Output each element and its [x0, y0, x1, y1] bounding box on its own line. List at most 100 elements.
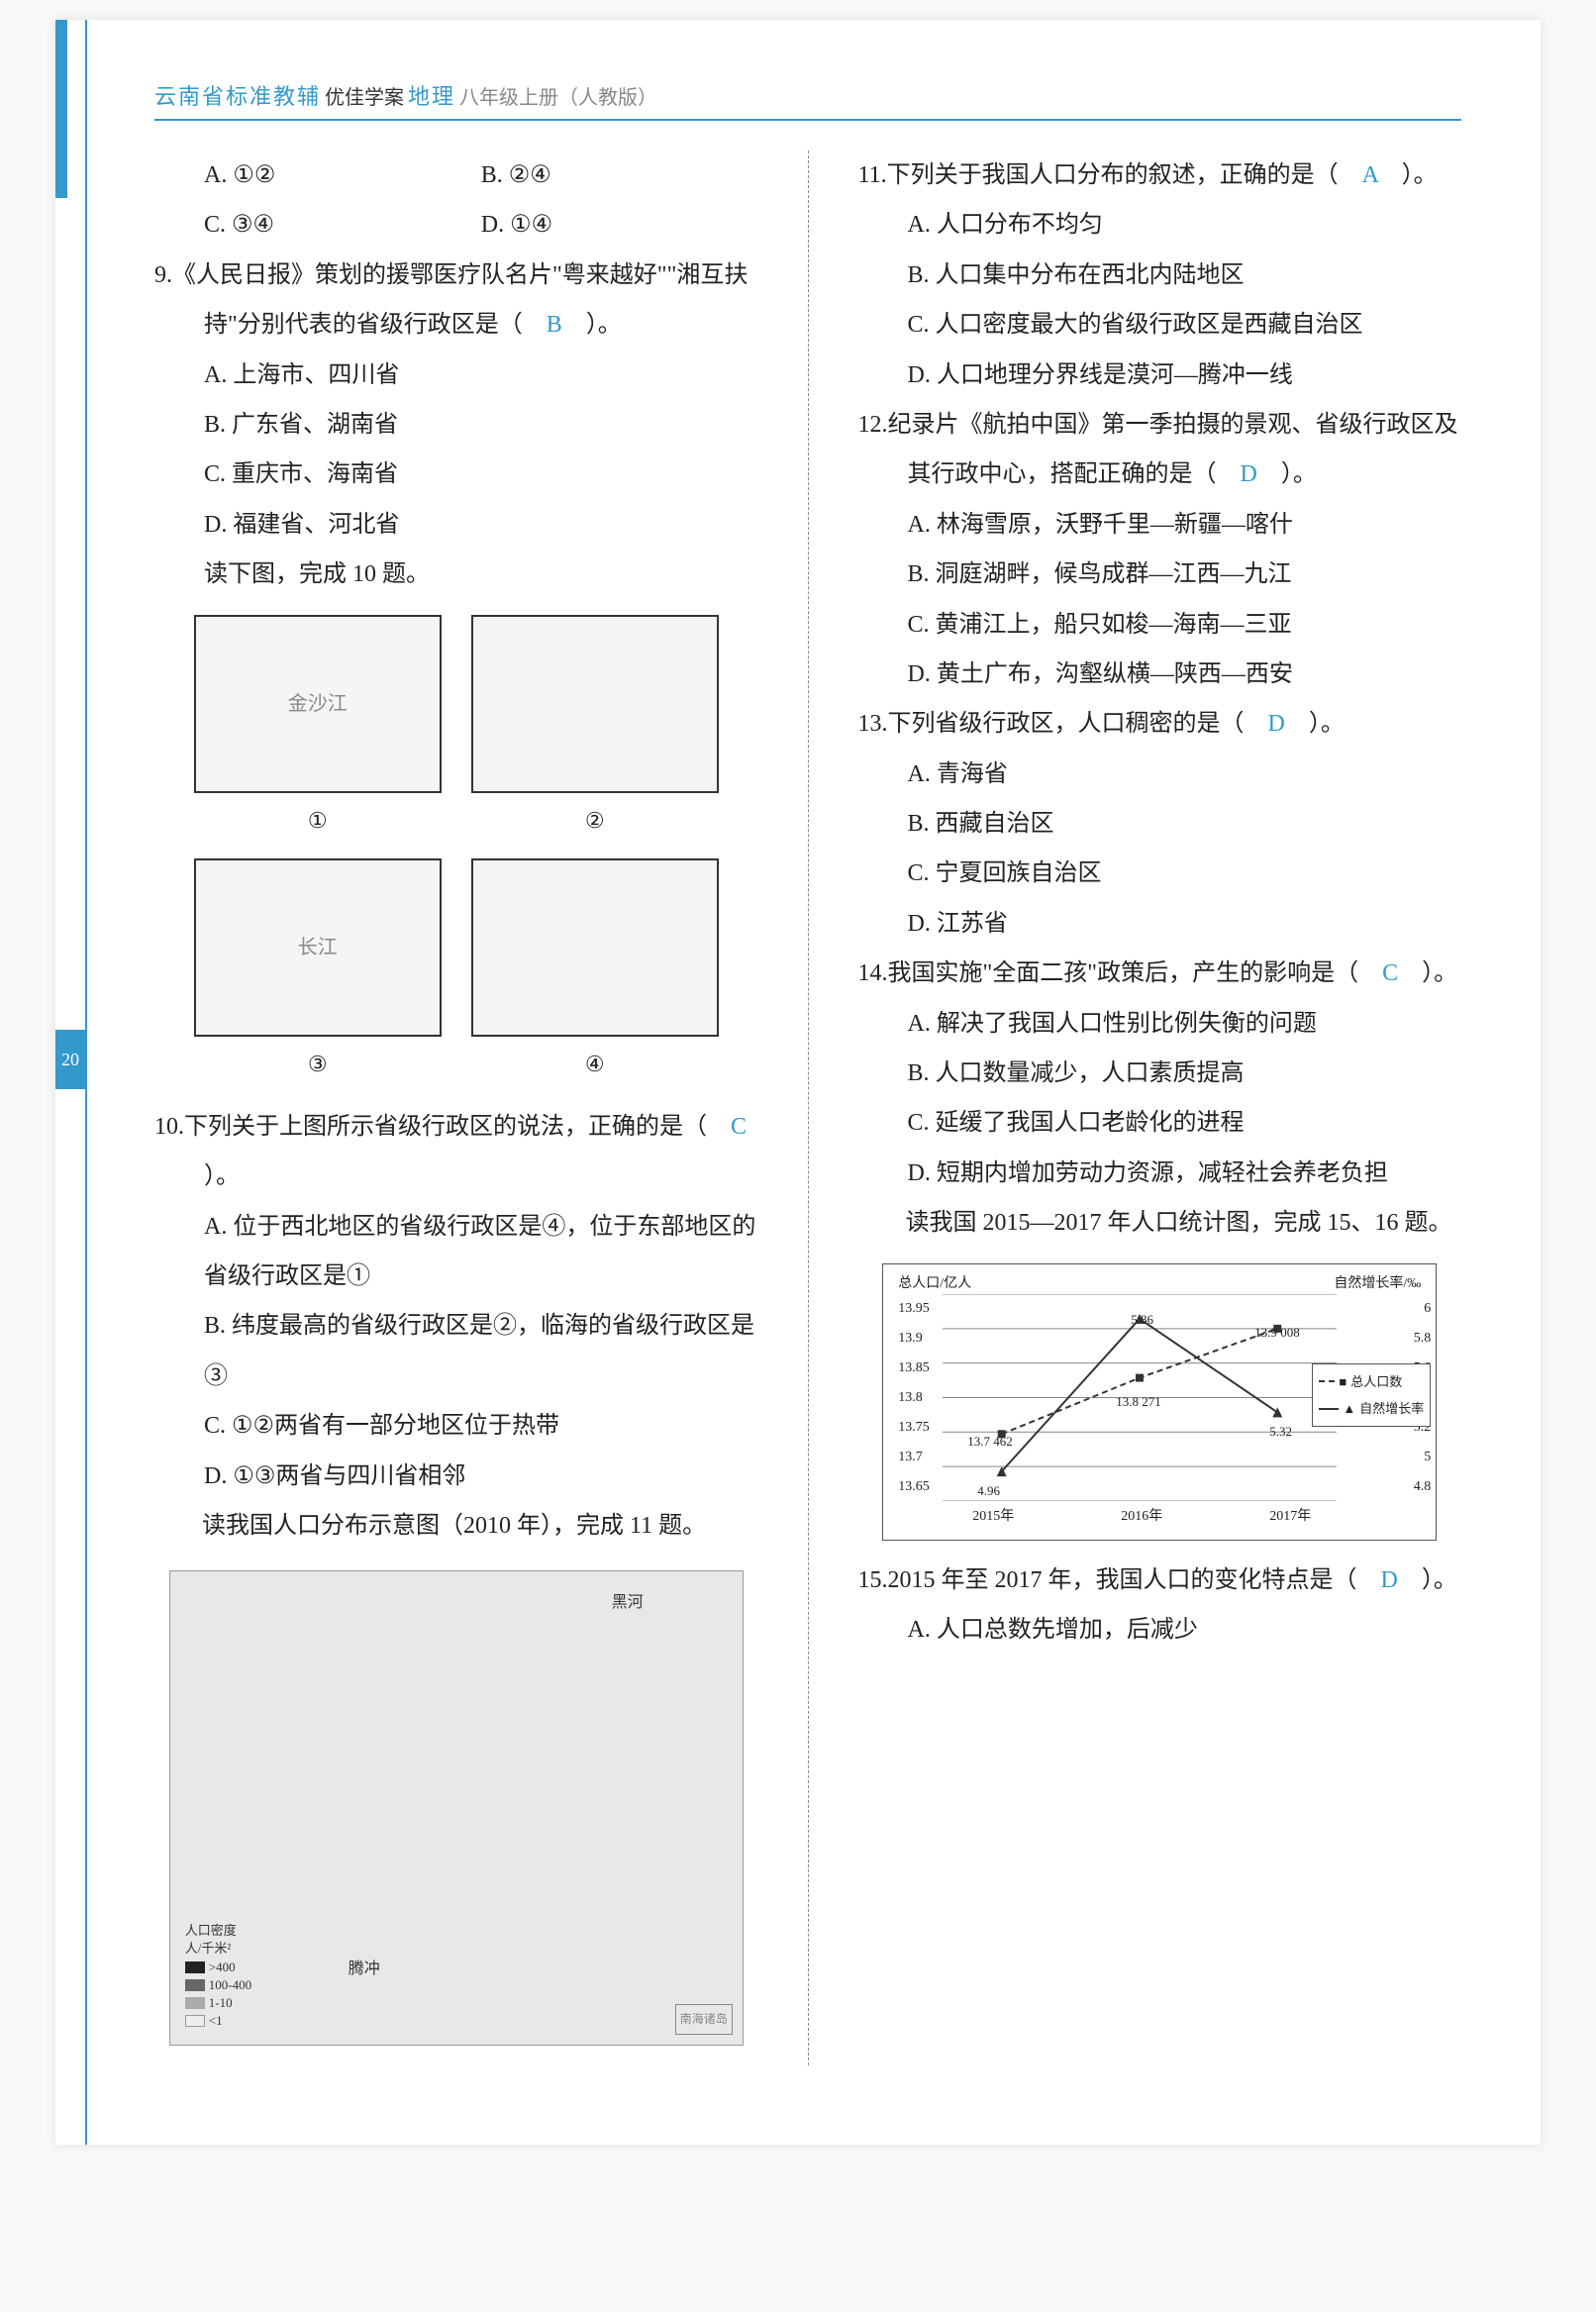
- q9-text: 《人民日报》策划的援鄂医疗队名片"粤来越好""湘互扶持"分别代表的省级行政区是（: [172, 262, 748, 338]
- q13-num: 13.: [858, 711, 888, 737]
- q12-answer: D: [1241, 461, 1257, 487]
- q13-option-b: B. 西藏自治区: [858, 799, 1462, 849]
- q10-num: 10.: [154, 1114, 184, 1140]
- growth-val-0: 4.96: [977, 1477, 1000, 1504]
- q14-option-a: A. 解决了我国人口性别比例失衡的问题: [858, 999, 1462, 1049]
- q12-option-a: A. 林海雪原，沃野千里—新疆—喀什: [858, 500, 1462, 550]
- q13-option-c: C. 宁夏回族自治区: [858, 849, 1462, 898]
- worksheet-page: 20 云南省标准教辅 优佳学案 地理 八年级上册（人教版） A. ①② B. ②…: [55, 20, 1541, 2145]
- legend-growth-label: 自然增长率: [1359, 1395, 1424, 1422]
- x-label-2: 2017年: [1269, 1502, 1311, 1531]
- q15-text-end: ）。: [1422, 1567, 1457, 1593]
- q8-option-b: B. ②④: [481, 151, 758, 200]
- q15-answer: D: [1381, 1567, 1398, 1593]
- q14-text-end: ）。: [1422, 960, 1457, 986]
- q11-option-a: A. 人口分布不均匀: [858, 200, 1462, 250]
- q11-option-d: D. 人口地理分界线是漠河—腾冲一线: [858, 351, 1462, 400]
- header-accent-block: [55, 20, 67, 198]
- map-3-river-label: 长江: [298, 927, 338, 968]
- q12-option-d: D. 黄土广布，沟壑纵横—陕西—西安: [858, 650, 1462, 699]
- y-left-6: 13.65: [898, 1472, 930, 1501]
- q10-option-d: D. ①③两省与四川省相邻: [154, 1452, 758, 1501]
- growth-val-2: 5.32: [1269, 1418, 1292, 1445]
- legend-title: 人口密度: [185, 1922, 251, 1940]
- q12: 12.纪录片《航拍中国》第一季拍摄的景观、省级行政区及其行政中心，搭配正确的是（…: [858, 400, 1462, 500]
- q12-option-c: C. 黄浦江上，船只如梭—海南—三亚: [858, 600, 1462, 650]
- growth-val-1: 5.86: [1131, 1306, 1153, 1333]
- q10-text-end: ）。: [204, 1163, 240, 1189]
- pop-val-2: 13.9 008: [1254, 1319, 1300, 1346]
- q9-num: 9.: [154, 262, 172, 288]
- pop-val-0: 13.7 462: [967, 1428, 1013, 1455]
- q10-option-c: C. ①②两省有一部分地区位于热带: [154, 1401, 758, 1451]
- y-right-1: 5.8: [1414, 1324, 1432, 1353]
- column-divider: [808, 151, 809, 2065]
- x-label-1: 2016年: [1121, 1502, 1162, 1531]
- x-label-0: 2015年: [972, 1502, 1014, 1531]
- legend-unit: 人/千米²: [185, 1940, 251, 1958]
- map-item-2: ②: [471, 615, 719, 844]
- q14-answer: C: [1382, 960, 1398, 986]
- q13-option-a: A. 青海省: [858, 750, 1462, 799]
- q11-option-c: C. 人口密度最大的省级行政区是西藏自治区: [858, 300, 1462, 350]
- map-2-num: ②: [585, 798, 605, 844]
- legend-range-1: 100-400: [209, 1976, 251, 1994]
- q10-option-a: A. 位于西北地区的省级行政区是④，位于东部地区的省级行政区是①: [154, 1202, 758, 1302]
- map-3-image: 长江: [194, 858, 442, 1037]
- q12-text: 纪录片《航拍中国》第一季拍摄的景观、省级行政区及其行政中心，搭配正确的是（: [888, 412, 1458, 487]
- q13-answer: D: [1268, 711, 1285, 737]
- q14-instruction: 读我国 2015—2017 年人口统计图，完成 15、16 题。: [858, 1198, 1462, 1248]
- map-1-river-label: 金沙江: [288, 683, 348, 725]
- header-series: 优佳学案: [325, 87, 404, 109]
- map-row-2: 长江 ③ ④: [154, 858, 758, 1087]
- map-item-4: ④: [471, 858, 719, 1087]
- q12-option-b: B. 洞庭湖畔，候鸟成群—江西—九江: [858, 550, 1462, 599]
- china-population-map: 黑河 腾冲 人口密度 人/千米² >400 100-400 1-10 <1 南海…: [169, 1570, 744, 2046]
- y-right-0: 6: [1424, 1294, 1431, 1323]
- pop-val-1: 13.8 271: [1116, 1388, 1161, 1415]
- page-number: 20: [61, 1050, 79, 1070]
- q13-text: 下列省级行政区，人口稠密的是（: [888, 711, 1245, 737]
- q13: 13.下列省级行政区，人口稠密的是（ D ）。: [858, 699, 1462, 749]
- q8-options-row1: A. ①② B. ②④: [154, 151, 758, 200]
- map-row-1: 金沙江 ① ②: [154, 615, 758, 844]
- q9-instruction: 读下图，完成 10 题。: [154, 550, 758, 599]
- q9-option-c: C. 重庆市、海南省: [154, 450, 758, 499]
- content-columns: A. ①② B. ②④ C. ③④ D. ①④ 9.《人民日报》策划的援鄂医疗队…: [154, 151, 1461, 2065]
- q9-option-d: D. 福建省、河北省: [154, 500, 758, 550]
- q10-text: 下列关于上图所示省级行政区的说法，正确的是（: [184, 1114, 707, 1140]
- q15-text: 2015 年至 2017 年，我国人口的变化特点是（: [888, 1567, 1357, 1593]
- q12-text-end: ）。: [1281, 461, 1317, 487]
- q15-option-a: A. 人口总数先增加，后减少: [858, 1605, 1462, 1655]
- q12-num: 12.: [858, 412, 888, 438]
- legend-pop: ■ 总人口数: [1319, 1368, 1424, 1395]
- map-3-num: ③: [308, 1042, 328, 1087]
- q9-option-b: B. 广东省、湖南省: [154, 400, 758, 450]
- map-4-image: [471, 858, 719, 1037]
- header-province: 云南省标准教辅: [154, 84, 321, 109]
- map-item-3: 长江 ③: [194, 858, 442, 1087]
- q14: 14.我国实施"全面二孩"政策后，产生的影响是（ C ）。: [858, 949, 1462, 998]
- y-left-3: 13.8: [898, 1383, 923, 1412]
- q15: 15.2015 年至 2017 年，我国人口的变化特点是（ D ）。: [858, 1556, 1462, 1605]
- y-left-1: 13.9: [898, 1324, 923, 1353]
- y-left-2: 13.85: [898, 1354, 930, 1382]
- q8-option-a: A. ①②: [204, 151, 481, 200]
- q13-option-d: D. 江苏省: [858, 899, 1462, 949]
- q14-text: 我国实施"全面二孩"政策后，产生的影响是（: [888, 960, 1359, 986]
- population-chart: 总人口/亿人 自然增长率/‰ 13.95 13.9 13.85 13.8 13.…: [882, 1263, 1437, 1541]
- q14-num: 14.: [858, 960, 888, 986]
- q9: 9.《人民日报》策划的援鄂医疗队名片"粤来越好""湘互扶持"分别代表的省级行政区…: [154, 251, 758, 351]
- q9-text-end: ）。: [586, 312, 622, 338]
- legend-range-3: <1: [209, 2012, 223, 2030]
- q14-option-b: B. 人口数量减少，人口素质提高: [858, 1049, 1462, 1098]
- map-2-image: [471, 615, 719, 793]
- y-left-5: 13.7: [898, 1443, 923, 1471]
- q11-answer: A: [1362, 162, 1378, 188]
- map-item-1: 金沙江 ①: [194, 615, 442, 844]
- q10: 10.下列关于上图所示省级行政区的说法，正确的是（ C ）。: [154, 1102, 758, 1202]
- legend-pop-label: 总人口数: [1350, 1368, 1402, 1395]
- q9-option-a: A. 上海市、四川省: [154, 351, 758, 400]
- q8-option-c: C. ③④: [204, 200, 481, 250]
- legend-range-0: >400: [209, 1959, 236, 1976]
